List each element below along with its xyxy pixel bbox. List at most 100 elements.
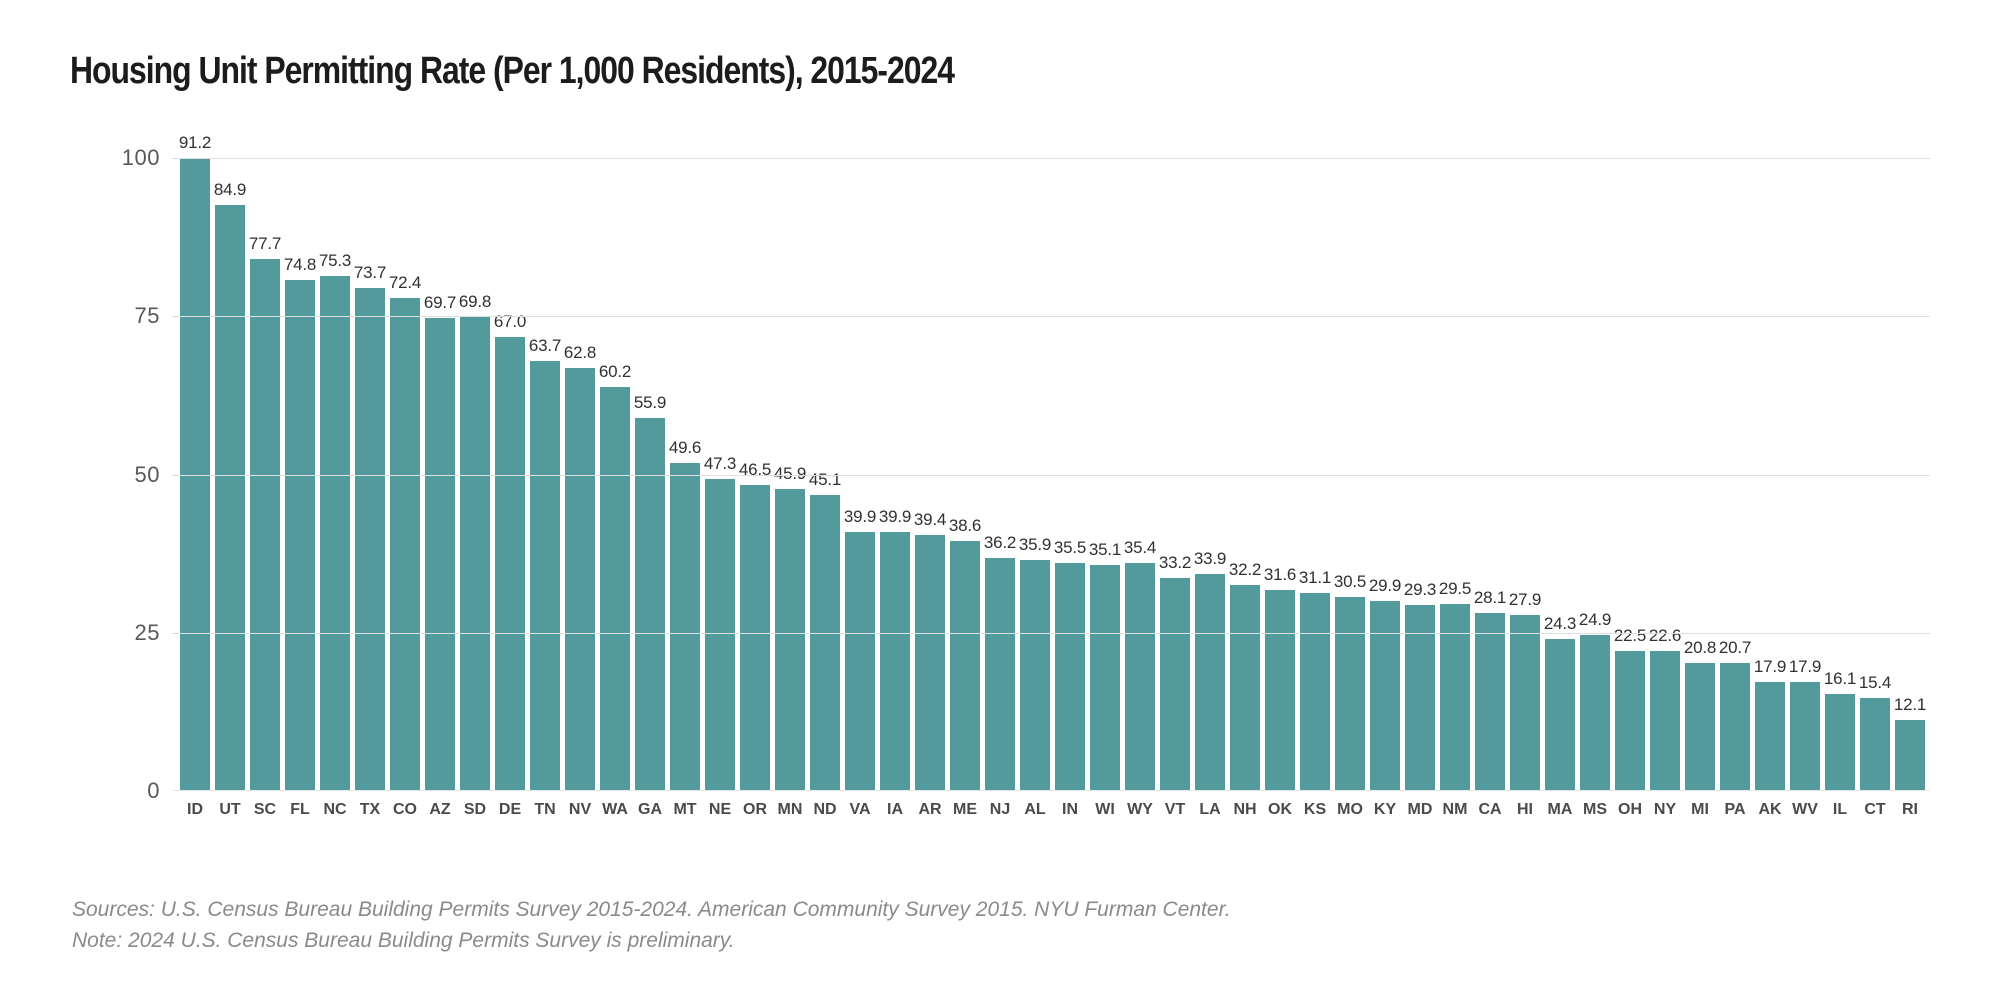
bar: 12.1 RI [1894, 695, 1926, 818]
bar-value-label: 17.9 [1788, 657, 1822, 676]
x-axis-category-label: NE [708, 801, 732, 818]
sources-text: Sources: U.S. Census Bureau Building Per… [72, 898, 1231, 921]
bar-value-label: 27.9 [1508, 590, 1542, 609]
bar: 39.9 VA [844, 507, 876, 818]
bar: 24.3 MA [1544, 614, 1576, 818]
bar: 47.3 NE [704, 454, 736, 818]
bar-value-label: 33.9 [1193, 549, 1227, 568]
x-axis-category-label: WV [1792, 801, 1818, 818]
bar-fill [460, 317, 490, 791]
bar-value-label: 24.9 [1578, 610, 1612, 629]
bar: 20.8 MI [1684, 638, 1716, 818]
x-axis-category-label: CT [1864, 801, 1886, 818]
bar-value-label: 45.9 [773, 464, 807, 483]
bar-fill [1580, 635, 1610, 791]
bar: 29.5 NM [1439, 579, 1471, 818]
gridline [172, 475, 1930, 476]
bar-fill [390, 298, 420, 791]
bar-fill [1405, 605, 1435, 791]
bar: 31.1 KS [1299, 568, 1331, 818]
bar-value-label: 33.2 [1158, 553, 1192, 572]
bar-fill [915, 535, 945, 791]
bar: 22.6 NY [1649, 626, 1681, 818]
bars-row: 91.2 ID 84.9 UT 77.7 SC 74.8 FL 75.3 NC 73.7 TX 72.4… [179, 133, 1926, 818]
bar: 33.9 LA [1194, 549, 1226, 818]
x-axis-category-label: MD [1407, 801, 1433, 818]
bar-value-label: 29.3 [1403, 580, 1437, 599]
bar: 62.8 NV [564, 343, 596, 818]
bar: 91.2 ID [179, 133, 211, 818]
x-axis-category-label: MT [673, 801, 697, 818]
bar: 49.6 MT [669, 438, 701, 818]
bar: 72.4 CO [389, 273, 421, 818]
bar-value-label: 77.7 [248, 234, 282, 253]
x-axis-category-label: VA [849, 801, 871, 818]
x-axis-category-label: MA [1547, 801, 1573, 818]
bar-fill [425, 318, 455, 791]
x-axis-category-label: PA [1724, 801, 1746, 818]
bar-fill [810, 495, 840, 791]
x-axis-category-label: NV [568, 801, 592, 818]
bar-value-label: 29.9 [1368, 576, 1402, 595]
bar-value-label: 73.7 [353, 263, 387, 282]
x-axis-category-label: TN [534, 801, 556, 818]
bar-value-label: 39.9 [878, 507, 912, 526]
bar: 29.9 KY [1369, 576, 1401, 818]
bar: 20.7 PA [1719, 638, 1751, 818]
bar-fill [1160, 578, 1190, 791]
bar: 69.8 SD [459, 292, 491, 818]
bar-value-label: 72.4 [388, 273, 422, 292]
x-axis-category-label: GA [638, 801, 662, 818]
bar-value-label: 67.0 [493, 312, 527, 331]
bar-value-label: 60.2 [598, 362, 632, 381]
bar-value-label: 35.9 [1018, 535, 1052, 554]
bar: 28.1 CA [1474, 588, 1506, 818]
x-axis-category-label: MO [1337, 801, 1363, 818]
bar-value-label: 22.6 [1648, 626, 1682, 645]
bar-fill [635, 418, 665, 791]
x-axis-category-label: CO [393, 801, 417, 818]
gridline [172, 316, 1930, 317]
bar-fill [1020, 560, 1050, 791]
note-text: Note: 2024 U.S. Census Bureau Building P… [72, 929, 735, 952]
bar: 39.9 IA [879, 507, 911, 818]
bar-fill [1090, 565, 1120, 791]
bar: 35.5 IN [1054, 538, 1086, 818]
y-axis-tick-label: 25 [134, 620, 160, 645]
gridline [172, 790, 1930, 791]
x-axis-category-label: NM [1442, 801, 1468, 818]
x-axis-category-label: MN [777, 801, 803, 818]
x-axis-category-label: KS [1303, 801, 1327, 818]
bar: 35.4 WY [1124, 538, 1156, 818]
bar-value-label: 45.1 [808, 470, 842, 489]
bar-fill [1895, 720, 1925, 791]
bar-fill [530, 361, 560, 791]
bar: 45.9 MN [774, 464, 806, 818]
x-axis-category-label: IL [1832, 801, 1848, 818]
bar-value-label: 63.7 [528, 336, 562, 355]
x-axis-category-label: MI [1691, 801, 1709, 818]
bar-value-label: 91.2 [178, 133, 212, 152]
x-axis-category-label: TX [359, 801, 381, 818]
bar: 17.9 AK [1754, 657, 1786, 818]
bar: 35.1 WI [1089, 540, 1121, 818]
x-axis-category-label: ND [813, 801, 837, 818]
y-axis-tick-label: 50 [134, 462, 160, 487]
bar: 15.4 CT [1859, 673, 1891, 818]
bar-fill [880, 532, 910, 791]
bar: 60.2 WA [599, 362, 631, 818]
bar-value-label: 75.3 [318, 251, 352, 270]
y-axis-tick-label: 0 [147, 778, 160, 803]
bar-fill [740, 485, 770, 791]
chart-footer: Sources: U.S. Census Bureau Building Per… [72, 894, 1231, 956]
x-axis-category-label: ID [187, 801, 203, 818]
bar-fill [1125, 563, 1155, 791]
bar-value-label: 30.5 [1333, 572, 1367, 591]
bar: 39.4 AR [914, 510, 946, 818]
bar: 24.9 MS [1579, 610, 1611, 818]
x-axis-category-label: AR [918, 801, 942, 818]
bar: 38.6 ME [949, 516, 981, 818]
x-axis-category-label: NJ [989, 801, 1011, 818]
x-axis-category-label: HI [1517, 801, 1533, 818]
x-axis-category-label: WY [1127, 801, 1153, 818]
